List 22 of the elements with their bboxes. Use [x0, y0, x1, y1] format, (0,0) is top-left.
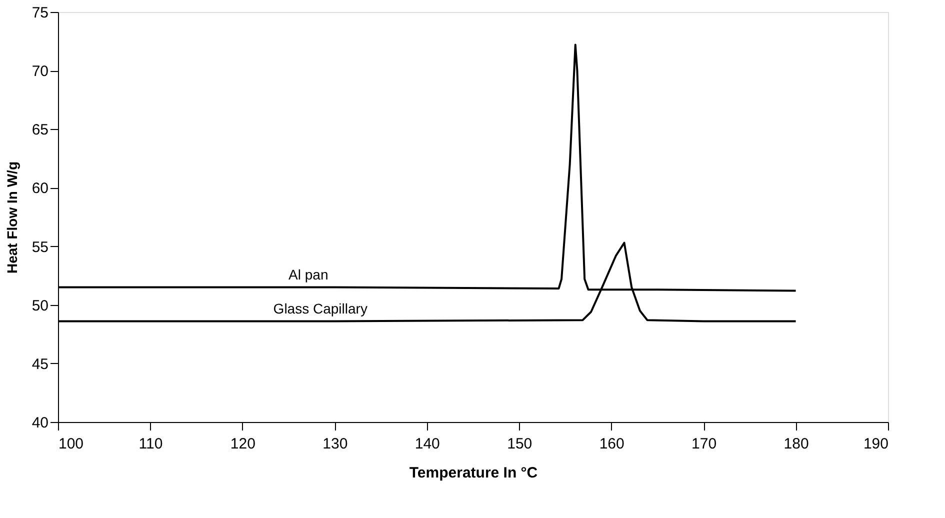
y-tick-label: 65: [32, 122, 48, 139]
x-axis-title: Temperature In °C: [409, 464, 538, 482]
y-tick-label: 60: [32, 180, 48, 198]
x-tick-label: 160: [599, 436, 624, 452]
y-tick-label: 50: [32, 297, 48, 314]
x-tick-label: 180: [784, 436, 809, 452]
x-tick-label: 120: [230, 436, 256, 452]
y-tick-label: 45: [32, 356, 48, 373]
y-tick-label: 70: [32, 63, 48, 80]
y-axis-title: Heat Flow In W/g: [4, 162, 20, 274]
x-tick-label: 170: [692, 436, 717, 452]
y-tick-label: 55: [32, 238, 48, 256]
x-tick-label: 190: [863, 436, 888, 452]
series-label: Glass Capillary: [273, 300, 368, 316]
x-tick-label: 110: [138, 436, 163, 452]
series-label: Al pan: [288, 266, 328, 282]
y-tick-label: 75: [32, 4, 48, 22]
x-tick-label: 140: [414, 436, 440, 452]
y-tick-label: 40: [32, 414, 48, 432]
x-tick-label: 100: [58, 436, 84, 452]
x-tick-label: 150: [507, 436, 532, 452]
x-tick-label: 130: [322, 436, 348, 452]
